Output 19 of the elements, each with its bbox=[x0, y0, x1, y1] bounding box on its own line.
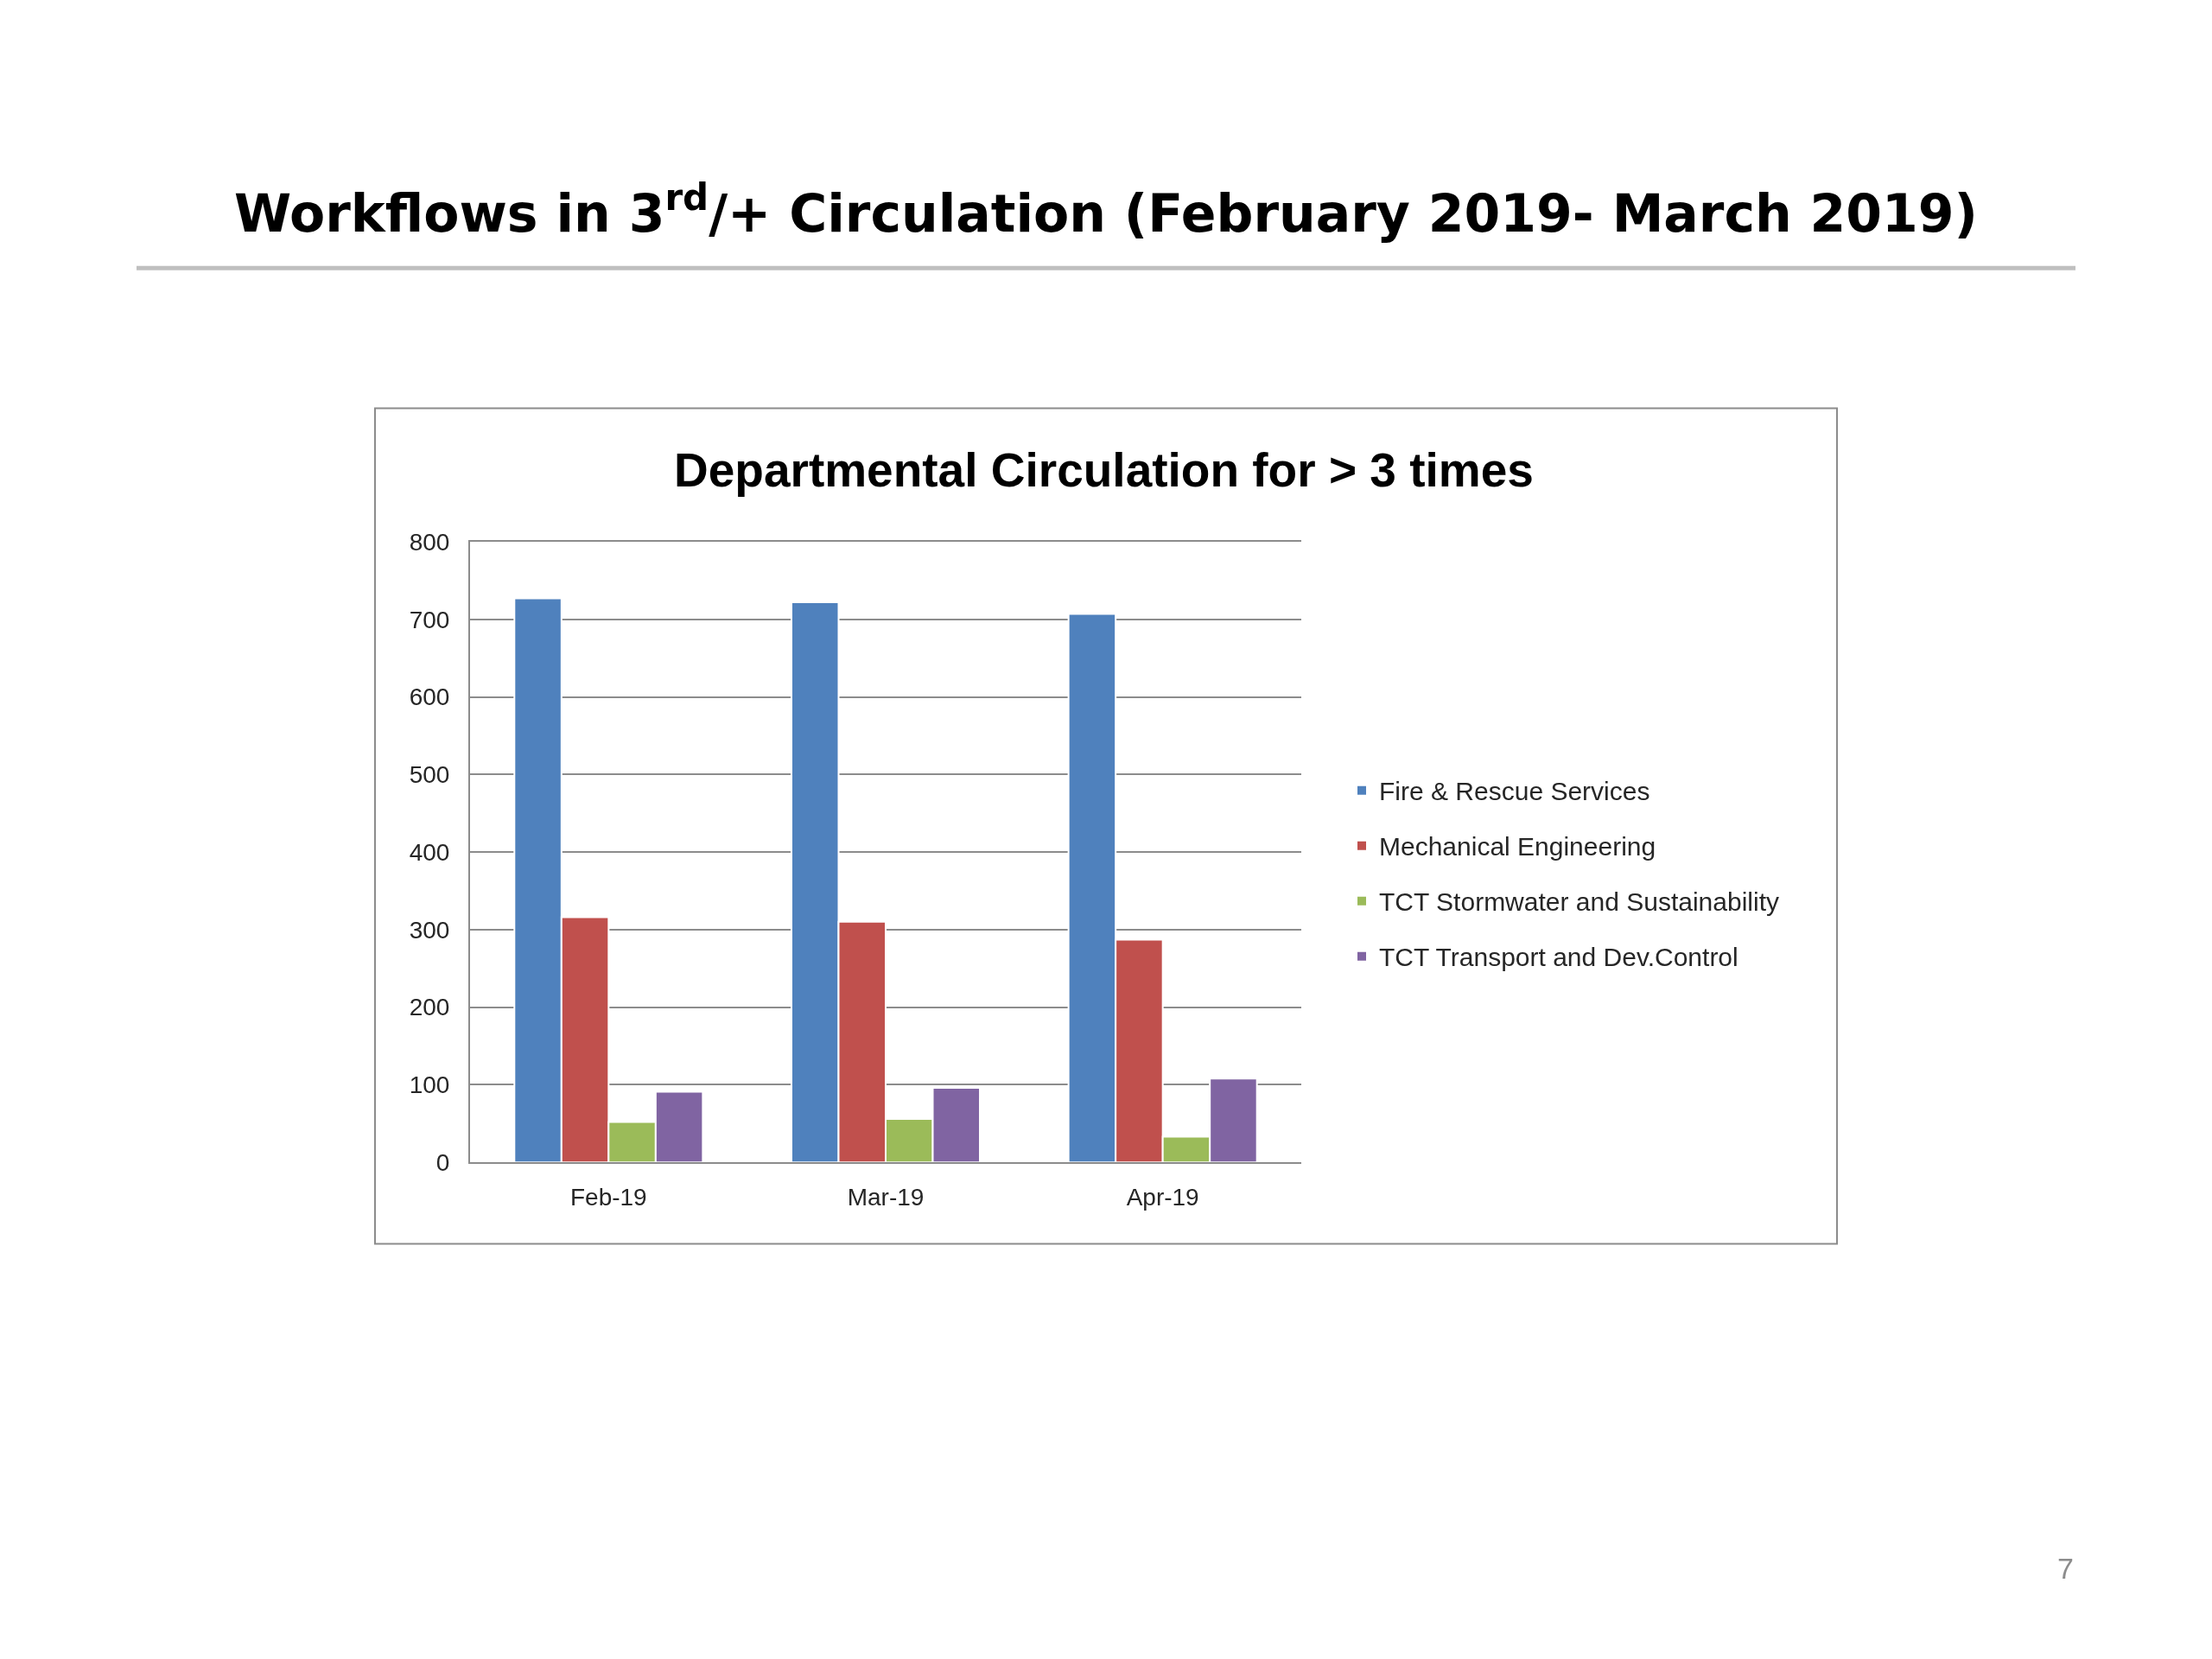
legend-label: TCT Stormwater and Sustainability bbox=[1379, 887, 1779, 917]
x-tick-label: Mar-19 bbox=[847, 1183, 925, 1211]
chart-title: Workflows in 3$^{rd}$/+ Circulation (February 2019- March 2019) bbox=[233, 175, 1979, 245]
y-tick-label: 600 bbox=[409, 683, 450, 711]
chart-subtitle: Departmental Circulation for > 3 times bbox=[674, 443, 1534, 497]
y-tick-label: 200 bbox=[409, 994, 450, 1021]
legend-label: TCT Transport and Dev.Control bbox=[1379, 943, 1738, 972]
text: 7 bbox=[2057, 1552, 2074, 1585]
x-tick-label: Apr-19 bbox=[1126, 1183, 1199, 1211]
y-tick-label: 400 bbox=[409, 838, 450, 866]
y-tick-label: 300 bbox=[409, 916, 450, 944]
x-tick-label: Feb-19 bbox=[569, 1183, 647, 1211]
y-tick-label: 800 bbox=[409, 528, 450, 556]
y-tick-label: 700 bbox=[409, 606, 450, 633]
legend-label: Fire & Rescue Services bbox=[1379, 777, 1650, 806]
legend-label: Mechanical Engineering bbox=[1379, 832, 1656, 861]
y-tick-label: 100 bbox=[409, 1071, 450, 1099]
y-tick-label: 500 bbox=[409, 761, 450, 789]
y-tick-label: 0 bbox=[435, 1148, 450, 1176]
